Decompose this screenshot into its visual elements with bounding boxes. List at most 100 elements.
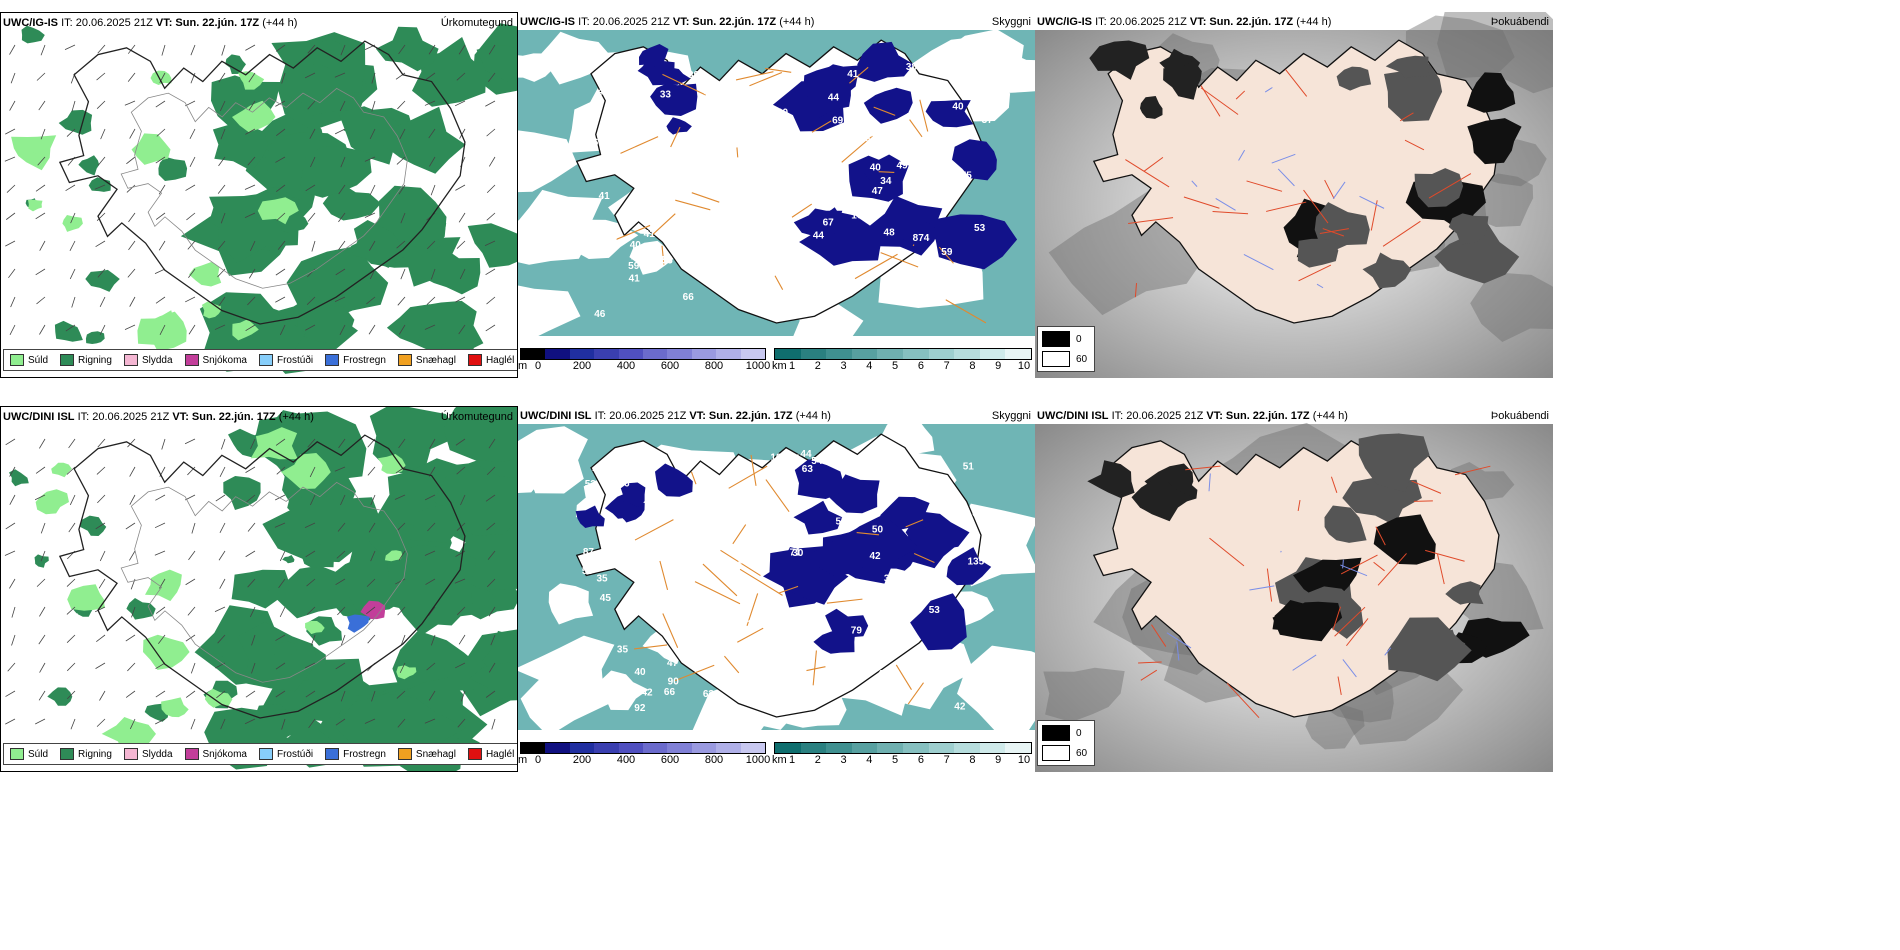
- road: [1297, 499, 1301, 511]
- wind-barb: [184, 438, 196, 445]
- legend-swatch: [123, 748, 138, 760]
- low-cloud-area: [575, 505, 605, 528]
- low-cloud-area: [893, 522, 956, 569]
- cloud-base-value: 40: [630, 240, 642, 251]
- scale-swatch: [740, 743, 766, 753]
- wind-barb: [158, 634, 166, 644]
- road: [735, 71, 774, 81]
- road: [674, 664, 715, 682]
- river: [1292, 654, 1317, 671]
- rain-area: [299, 146, 372, 198]
- wind-barb: [220, 718, 226, 730]
- legend-label: Slydda: [141, 748, 173, 760]
- wind-barb: [219, 466, 226, 477]
- wind-barb: [124, 100, 136, 106]
- wind-barb: [185, 634, 196, 642]
- cloud-base-value: 45: [694, 600, 706, 611]
- wind-barb: [217, 184, 226, 194]
- river: [1215, 197, 1236, 211]
- wind-barb: [335, 718, 346, 726]
- river: [1342, 559, 1344, 569]
- wind-barb: [155, 662, 166, 670]
- wind-barb: [398, 438, 406, 449]
- rain-area: [80, 515, 107, 536]
- wind-barb: [455, 296, 466, 303]
- road: [662, 613, 679, 648]
- wind-barb: [7, 662, 16, 672]
- wind-barb: [485, 268, 496, 276]
- wind-barb: [396, 156, 406, 165]
- cloud-base-value: 44: [813, 231, 825, 242]
- wind-barb: [129, 494, 136, 505]
- wind-barb: [245, 690, 256, 698]
- road: [1209, 537, 1245, 567]
- wind-barb: [307, 44, 316, 54]
- legend-swatch: [60, 354, 75, 366]
- rain-area: [85, 331, 105, 344]
- wind-barb: [4, 550, 16, 556]
- wind-barb: [98, 578, 106, 589]
- wind-barb: [66, 606, 76, 615]
- wind-barb: [9, 44, 16, 55]
- wind-barb: [336, 550, 346, 559]
- fog-patch: [1387, 617, 1472, 682]
- cloud-base-value: 38: [586, 233, 598, 244]
- legend-label: Frostregn: [343, 354, 386, 366]
- clear-area: [518, 215, 590, 265]
- cloud-base-value: 35: [617, 645, 629, 656]
- scale-swatch: [826, 743, 852, 753]
- scale-swatch: [1005, 349, 1031, 359]
- road: [728, 465, 768, 489]
- wind-barb: [185, 690, 196, 698]
- rain-area: [375, 26, 439, 72]
- wind-barb: [279, 324, 286, 336]
- scale-swatch: [775, 349, 801, 359]
- legend-swatch: [467, 748, 482, 760]
- wind-barb: [484, 240, 496, 247]
- rain-area: [223, 476, 261, 510]
- wind-barb: [337, 522, 346, 532]
- wind-barb: [369, 184, 376, 196]
- road: [841, 134, 875, 163]
- road: [650, 213, 676, 238]
- wind-barb: [38, 690, 46, 701]
- wind-barb: [307, 438, 316, 448]
- legend-label: Rigning: [78, 354, 112, 366]
- legend-item: Snæhagl: [397, 354, 456, 366]
- wind-barb: [369, 128, 376, 140]
- wind-barb: [38, 634, 46, 645]
- wind-barb: [310, 156, 316, 168]
- scale-unit: m: [518, 754, 528, 766]
- wind-barb: [129, 466, 136, 477]
- wind-barb: [68, 522, 76, 533]
- cloud-base-value: 51: [648, 591, 660, 602]
- low-cloud-area: [604, 491, 644, 519]
- scale-swatch: [618, 349, 644, 359]
- road: [774, 275, 784, 290]
- wind-barb: [5, 690, 16, 697]
- wind-barb: [308, 718, 316, 729]
- wind-barb: [220, 212, 226, 224]
- river: [1342, 659, 1357, 678]
- wind-barb: [188, 324, 196, 335]
- wind-barb: [127, 44, 136, 54]
- wind-barb: [455, 550, 466, 557]
- wind-barb: [245, 550, 256, 558]
- low-cloud-area: [655, 463, 693, 497]
- clear-area: [548, 583, 594, 625]
- wind-barb: [97, 268, 106, 278]
- cloud-base-value: 40: [952, 101, 964, 112]
- road: [907, 682, 924, 705]
- low-cloud-area: [863, 87, 913, 124]
- cloud-base-value: 55: [835, 517, 847, 528]
- low-cloud-area: [910, 593, 967, 651]
- panel-header: UWC/DINI ISL IT: 20.06.2025 21Z VT: Sun.…: [1035, 406, 1553, 426]
- legend-label: 60: [1076, 747, 1088, 759]
- wind-barb: [397, 718, 406, 728]
- scale-tick: 600: [660, 754, 680, 766]
- cloud-base-value: 37: [884, 573, 896, 584]
- legend-item: Slydda: [123, 748, 173, 760]
- drizzle-area: [131, 133, 171, 165]
- scale-tick: 2: [814, 360, 821, 372]
- wind-barb: [65, 184, 76, 192]
